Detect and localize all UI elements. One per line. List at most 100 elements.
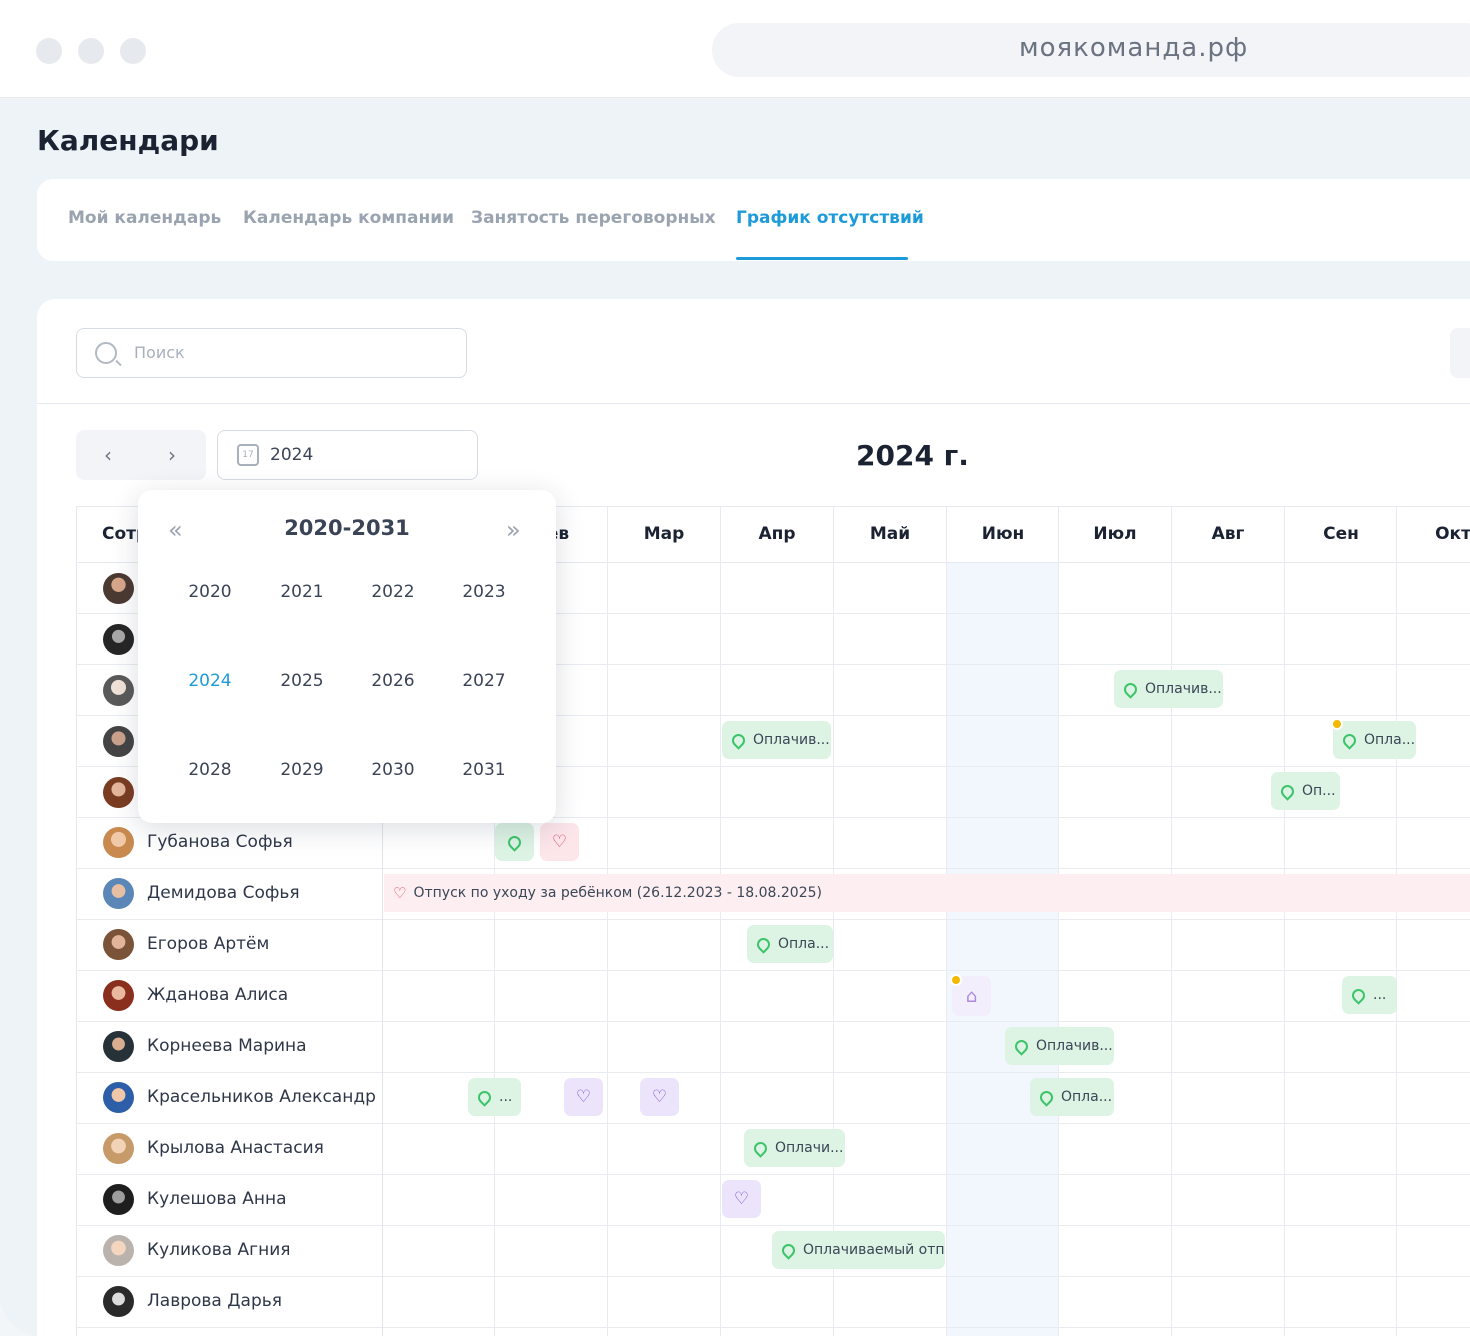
employee-name[interactable]: Демидова Софья: [147, 883, 300, 903]
paid-leave-chip[interactable]: ...: [468, 1078, 521, 1116]
year-option[interactable]: 2027: [462, 671, 506, 691]
period-nav: ‹ ›: [76, 430, 206, 480]
month-header: Мар: [643, 524, 685, 544]
year-option[interactable]: 2029: [280, 760, 324, 780]
avatar[interactable]: [103, 1184, 134, 1215]
paid-leave-chip[interactable]: Оплачив...: [1114, 670, 1223, 708]
tab-company-calendar[interactable]: Календарь компании: [243, 208, 455, 228]
avatar[interactable]: [103, 675, 134, 706]
year-option[interactable]: 2021: [280, 582, 324, 602]
grid-row-line: [76, 970, 1470, 971]
paid-leave-chip[interactable]: Оплачив...: [722, 721, 831, 759]
double-chevron-right-icon[interactable]: »: [506, 516, 521, 544]
employee-name[interactable]: Егоров Артём: [147, 934, 270, 954]
grid-row-line: [76, 1276, 1470, 1277]
avatar[interactable]: [103, 980, 134, 1011]
chevron-left-icon[interactable]: ‹: [104, 443, 112, 467]
year-option[interactable]: 2030: [371, 760, 415, 780]
employee-name[interactable]: Крылова Анастасия: [147, 1138, 324, 1158]
paid-leave-chip[interactable]: Оплачиваемый отп...: [772, 1231, 945, 1269]
grid-column-line: [720, 507, 721, 1336]
employee-name[interactable]: Корнеева Марина: [147, 1036, 307, 1056]
paid-leave-chip[interactable]: Опла...: [1030, 1078, 1114, 1116]
toolbar-right-button[interactable]: [1450, 328, 1470, 378]
year-option[interactable]: 2031: [462, 760, 506, 780]
employee-name[interactable]: Губанова Софья: [147, 832, 293, 852]
year-option-selected[interactable]: 2024: [188, 671, 232, 691]
month-header: Июн: [981, 524, 1025, 544]
employee-name[interactable]: Кулешова Анна: [147, 1189, 287, 1209]
address-text: моякоманда.рф: [1019, 33, 1249, 63]
avatar[interactable]: [103, 1031, 134, 1062]
grid-border: [76, 507, 77, 1336]
employee-name[interactable]: Жданова Алиса: [147, 985, 289, 1005]
location-pin-icon: [751, 1138, 770, 1158]
avatar[interactable]: [103, 777, 134, 808]
paid-leave-chip[interactable]: Оплачи...: [744, 1129, 845, 1167]
avatar[interactable]: [103, 1286, 134, 1317]
chevron-right-icon[interactable]: ›: [168, 443, 176, 467]
sick-leave-chip[interactable]: ♡: [564, 1078, 603, 1116]
location-pin-icon: [1121, 679, 1140, 699]
year-select[interactable]: 17 2024: [217, 430, 478, 480]
grid-column-line: [1396, 507, 1397, 1336]
year-option[interactable]: 2022: [371, 582, 415, 602]
employee-name[interactable]: Куликова Агния: [147, 1240, 291, 1260]
location-pin-icon: [1278, 781, 1297, 801]
sick-leave-chip[interactable]: ♡: [722, 1180, 761, 1218]
avatar[interactable]: [103, 1082, 134, 1113]
grid-column-line: [1284, 507, 1285, 1336]
heart-pulse-icon: ♡: [393, 884, 407, 902]
heart-icon: ♡: [575, 1086, 592, 1107]
month-header: Июл: [1093, 524, 1137, 544]
paid-leave-chip[interactable]: ...: [1342, 976, 1397, 1014]
month-header: Окт: [1435, 524, 1470, 544]
window-maximize-dot[interactable]: [120, 38, 146, 64]
parental-leave-bar[interactable]: ♡ Отпуск по уходу за ребёнком (26.12.2023…: [384, 874, 1470, 912]
avatar[interactable]: [103, 624, 134, 655]
avatar[interactable]: [103, 1235, 134, 1266]
employee-name[interactable]: Красельников Александр: [147, 1087, 376, 1107]
year-option[interactable]: 2020: [188, 582, 232, 602]
month-header: Авг: [1211, 524, 1245, 544]
home-icon: ⌂: [965, 985, 978, 1007]
grid-column-line: [833, 507, 834, 1336]
window-close-dot[interactable]: [36, 38, 62, 64]
double-chevron-left-icon[interactable]: «: [168, 516, 183, 544]
grid-row-line: [76, 1021, 1470, 1022]
avatar[interactable]: [103, 929, 134, 960]
avatar[interactable]: [103, 573, 134, 604]
grid-column-line: [1171, 507, 1172, 1336]
search-placeholder: Поиск: [134, 343, 185, 362]
employee-name[interactable]: Лаврова Дарья: [147, 1291, 282, 1311]
pending-badge: [950, 974, 962, 986]
year-option[interactable]: 2026: [371, 671, 415, 691]
active-tab-indicator: [736, 257, 908, 260]
heart-icon: ♡: [651, 1086, 668, 1107]
window-minimize-dot[interactable]: [78, 38, 104, 64]
paid-leave-chip[interactable]: Опла...: [1333, 721, 1416, 759]
address-bar[interactable]: [712, 23, 1470, 77]
sick-leave-chip[interactable]: ♡: [640, 1078, 679, 1116]
grid-row-line: [76, 613, 1470, 614]
parental-leave-chip[interactable]: ♡: [540, 823, 579, 861]
grid-row-line: [76, 1072, 1470, 1073]
paid-leave-chip[interactable]: [495, 823, 534, 861]
avatar[interactable]: [103, 878, 134, 909]
year-option[interactable]: 2028: [188, 760, 232, 780]
avatar[interactable]: [103, 827, 134, 858]
search-input[interactable]: Поиск: [76, 328, 467, 378]
paid-leave-chip[interactable]: Оплачив...: [1005, 1027, 1114, 1065]
year-option[interactable]: 2023: [462, 582, 506, 602]
paid-leave-chip[interactable]: Опла...: [747, 925, 833, 963]
year-option[interactable]: 2025: [280, 671, 324, 691]
tab-meeting-rooms[interactable]: Занятость переговорных: [471, 208, 716, 228]
tab-my-calendar[interactable]: Мой календарь: [68, 208, 222, 228]
current-month-highlight: [946, 507, 1058, 1336]
tab-absence-schedule[interactable]: График отсутствий: [736, 208, 924, 228]
year-picker-dropdown: « 2020-2031 » 2020 2021 2022 2023 2024 2…: [138, 490, 556, 823]
avatar[interactable]: [103, 1133, 134, 1164]
avatar[interactable]: [103, 726, 134, 757]
paid-leave-chip[interactable]: Оп...: [1271, 772, 1340, 810]
grid-row-line: [76, 868, 1470, 869]
